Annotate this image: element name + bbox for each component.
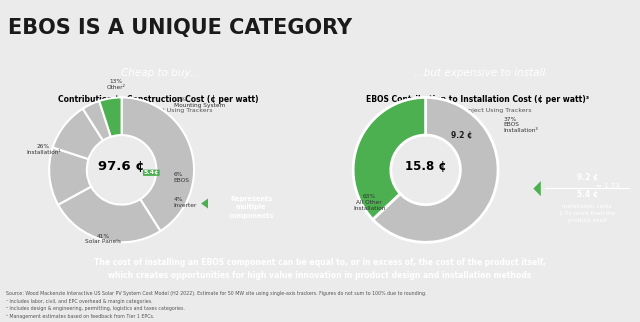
Wedge shape	[52, 109, 103, 159]
Text: 15.8 ¢: 15.8 ¢	[404, 160, 447, 173]
Text: 41%
Solar Panels: 41% Solar Panels	[86, 234, 122, 244]
Polygon shape	[533, 181, 541, 196]
Text: 6%
EBOS: 6% EBOS	[174, 172, 190, 183]
Text: 13%
Other²: 13% Other²	[106, 79, 125, 90]
Wedge shape	[99, 98, 122, 137]
Text: EBOS Contribution to Installation Cost (¢ per watt)³: EBOS Contribution to Installation Cost (…	[366, 95, 589, 104]
Wedge shape	[122, 98, 194, 231]
Text: 4%
Inverter: 4% Inverter	[174, 197, 197, 208]
Text: 5.4 ¢: 5.4 ¢	[577, 190, 598, 199]
Text: The cost of installing an EBOS component can be equal to, or in excess of, the c: The cost of installing an EBOS component…	[94, 258, 546, 280]
Text: 26%
Installation¹: 26% Installation¹	[26, 144, 61, 155]
Text: 50MW Solar Project Using Trackers: 50MW Solar Project Using Trackers	[104, 108, 212, 113]
Text: 5.4¢: 5.4¢	[143, 170, 159, 175]
Text: Installation costs
1.7x more than the
product itself: Installation costs 1.7x more than the pr…	[559, 204, 616, 223]
Text: 9.2 ¢: 9.2 ¢	[451, 131, 472, 139]
Text: 37%
EBOS
Installation³: 37% EBOS Installation³	[504, 117, 539, 133]
Text: Cheap to buy...: Cheap to buy...	[121, 68, 199, 78]
Text: 11%
Mounting System: 11% Mounting System	[174, 97, 225, 108]
Text: ...but expensive to install: ...but expensive to install	[414, 68, 546, 78]
Polygon shape	[201, 198, 208, 209]
Wedge shape	[83, 101, 111, 140]
Text: 97.6 ¢: 97.6 ¢	[99, 160, 145, 173]
Wedge shape	[353, 98, 426, 220]
Text: = 1.7X: = 1.7X	[596, 183, 620, 189]
Wedge shape	[372, 98, 498, 242]
Text: 63%
All Other
Installation: 63% All Other Installation	[353, 194, 385, 211]
Text: 50MW Solar Project Using Trackers: 50MW Solar Project Using Trackers	[423, 108, 532, 113]
Wedge shape	[49, 147, 91, 205]
Text: Contribution to Construction Cost (¢ per watt): Contribution to Construction Cost (¢ per…	[58, 95, 259, 104]
Text: 9.2 ¢: 9.2 ¢	[577, 173, 598, 182]
Text: Represents
multiple
components: Represents multiple components	[228, 196, 274, 219]
Text: Source: Wood Mackenzie Interactive US Solar PV System Cost Model (H2 2022). Esti: Source: Wood Mackenzie Interactive US So…	[6, 291, 427, 319]
Wedge shape	[58, 187, 161, 242]
Text: EBOS IS A UNIQUE CATEGORY: EBOS IS A UNIQUE CATEGORY	[8, 18, 352, 38]
